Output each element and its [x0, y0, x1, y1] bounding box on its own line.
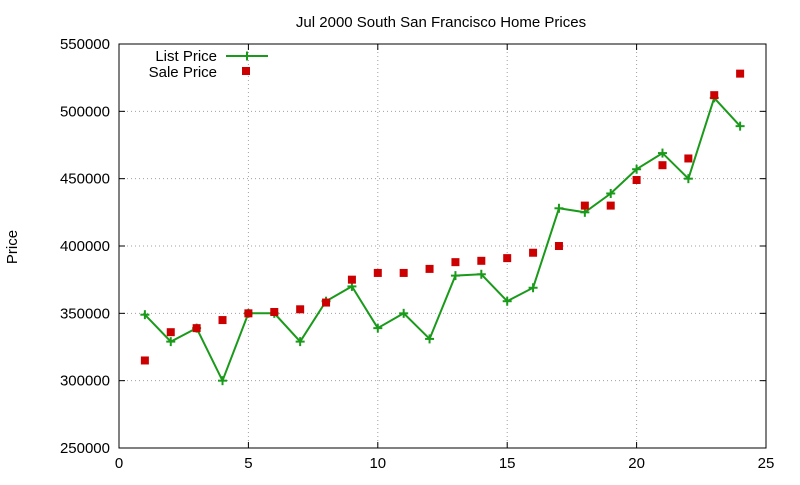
- list-price-point: [166, 337, 176, 347]
- sale-price-point: [140, 356, 149, 365]
- x-tick-label: 0: [115, 455, 123, 472]
- y-tick-label: 300000: [60, 373, 110, 390]
- sale-price-point: [529, 248, 538, 257]
- list-price-line: [144, 95, 741, 384]
- sale-price-point: [347, 275, 356, 284]
- sale-price-point: [632, 176, 641, 185]
- plot-frame: [118, 43, 767, 449]
- list-price-point: [399, 308, 409, 318]
- list-price-point: [657, 148, 667, 158]
- list-price-point: [295, 337, 305, 347]
- legend-marker-list-price: [242, 51, 252, 61]
- list-price-point: [528, 283, 538, 293]
- sale-price-point: [580, 201, 589, 210]
- sale-price-point: [658, 161, 667, 170]
- y-tick-label: 550000: [60, 36, 110, 53]
- list-price-point: [476, 269, 486, 279]
- list-price-point: [735, 121, 745, 131]
- list-price-point: [450, 271, 460, 281]
- x-tick-label: 15: [499, 455, 516, 472]
- legend-swatch-sale-price: [242, 67, 250, 75]
- grid: [119, 44, 766, 448]
- list-price-point: [683, 174, 693, 184]
- sale-price-point: [710, 91, 719, 100]
- sale-price-point: [477, 256, 486, 265]
- chart-title: Jul 2000 South San Francisco Home Prices: [296, 14, 586, 31]
- list-price-point: [218, 376, 228, 386]
- list-price-point: [502, 296, 512, 306]
- sale-price-point: [244, 309, 253, 318]
- sale-price-point: [166, 328, 175, 337]
- axis-ticks: 0 5 10 15 20 25 250000 300000 350000 400000 450000…: [60, 36, 774, 472]
- y-tick-label: 400000: [60, 238, 110, 255]
- y-axis-title: Price: [4, 230, 21, 264]
- sale-price-point: [270, 307, 279, 316]
- sale-price-point: [425, 264, 434, 273]
- sale-price-point: [296, 305, 305, 314]
- x-tick-label: 20: [628, 455, 645, 472]
- x-tick-label: 25: [758, 455, 775, 472]
- x-tick-label: 10: [369, 455, 386, 472]
- sale-price-point: [322, 298, 331, 307]
- list-price-point: [373, 323, 383, 333]
- sale-price-point: [373, 268, 382, 277]
- list-price-point: [425, 334, 435, 344]
- list-price-point: [632, 164, 642, 174]
- list-price-point: [554, 203, 564, 213]
- y-tick-label: 500000: [60, 103, 110, 120]
- sale-price-point: [684, 154, 693, 163]
- sale-price-point: [399, 268, 408, 277]
- list-price-point: [140, 310, 150, 320]
- sale-price-point: [192, 324, 201, 333]
- list-price-point: [606, 188, 616, 198]
- sale-price-point: [736, 69, 745, 78]
- sale-price-point: [606, 201, 615, 210]
- y-tick-label: 450000: [60, 171, 110, 188]
- y-tick-label: 250000: [60, 440, 110, 457]
- y-tick-label: 350000: [60, 305, 110, 322]
- x-tick-label: 5: [244, 455, 252, 472]
- sale-price-point: [503, 254, 512, 263]
- legend-label-list-price: List Price: [155, 48, 217, 65]
- sale-price-point: [554, 242, 563, 250]
- sale-price-point: [451, 258, 460, 267]
- sale-price-point: [218, 316, 227, 325]
- data-series: [140, 69, 745, 386]
- legend-label-sale-price: Sale Price: [149, 64, 217, 81]
